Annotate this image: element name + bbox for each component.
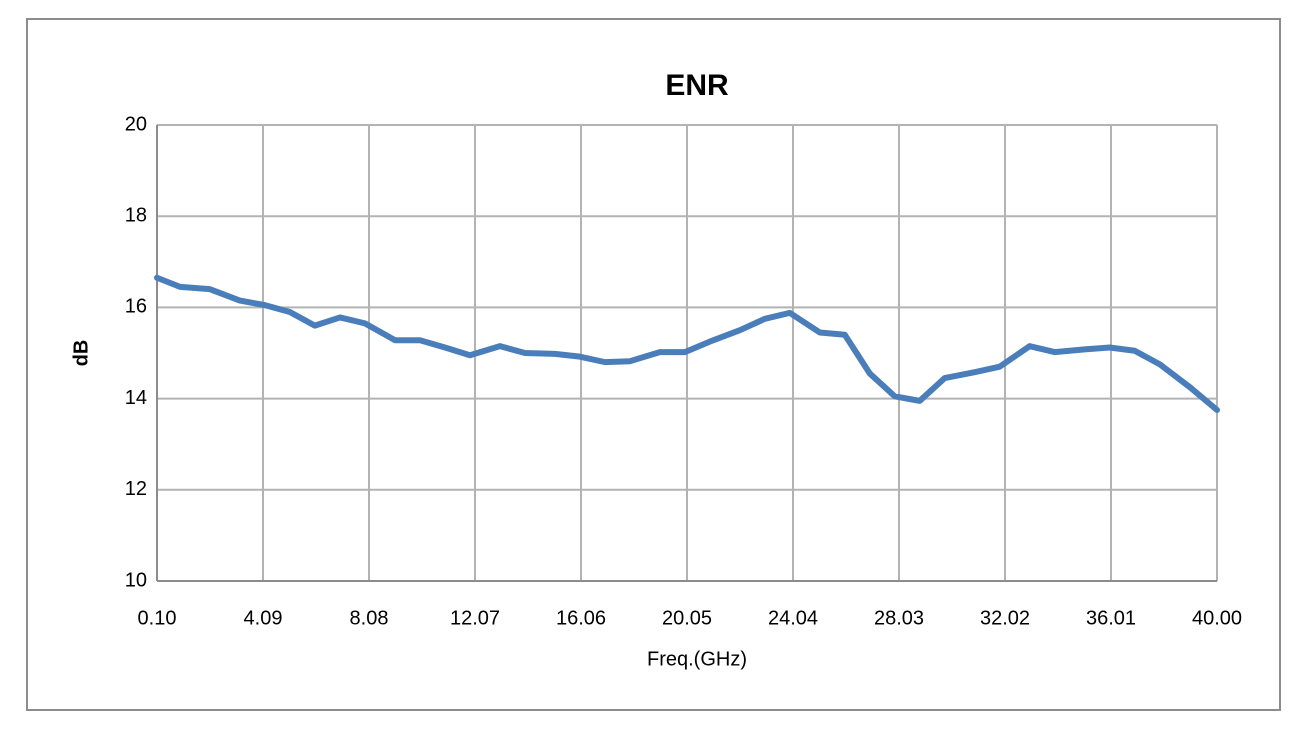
x-tick-label: 0.10 <box>138 607 177 629</box>
x-tick-label: 4.09 <box>244 607 283 629</box>
data-line <box>154 274 1220 413</box>
chart-frame <box>26 18 1281 711</box>
x-tick-label: 28.03 <box>874 607 924 629</box>
y-tick-label: 18 <box>125 204 147 226</box>
y-tick-label: 10 <box>125 569 147 591</box>
x-tick-label: 24.04 <box>768 607 818 629</box>
y-tick-label: 16 <box>125 296 147 318</box>
x-tick-label: 12.07 <box>450 607 500 629</box>
x-tick-label: 40.00 <box>1192 607 1242 629</box>
chart-title: ENR <box>665 69 729 102</box>
x-tick-label: 16.06 <box>556 607 606 629</box>
x-tick-label: 36.01 <box>1086 607 1136 629</box>
x-axis-title: Freq.(GHz) <box>647 648 747 670</box>
x-tick-label: 32.02 <box>980 607 1030 629</box>
x-tick-label: 8.08 <box>350 607 389 629</box>
y-tick-label: 14 <box>125 387 147 409</box>
y-tick-label: 20 <box>125 113 147 135</box>
x-tick-label: 20.05 <box>662 607 712 629</box>
y-axis-title: dB <box>70 340 92 367</box>
y-tick-label: 12 <box>125 478 147 500</box>
